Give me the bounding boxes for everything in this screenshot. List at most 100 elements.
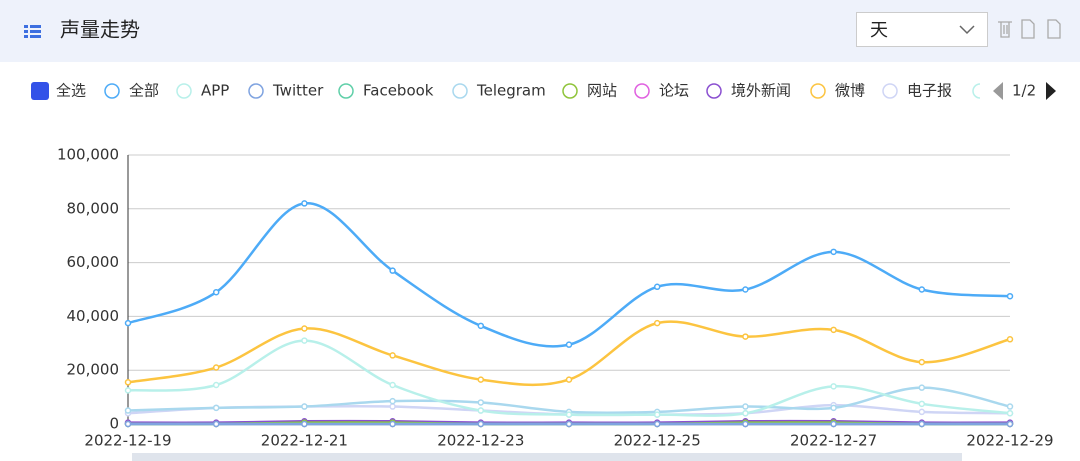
y-tick-label: 60,000 xyxy=(67,253,120,271)
export-doc-icon[interactable] xyxy=(1047,19,1061,39)
legend-label[interactable]: Twitter xyxy=(272,82,324,100)
legend-partial-item xyxy=(972,83,981,99)
point xyxy=(124,379,132,386)
point xyxy=(918,408,926,416)
point xyxy=(124,420,132,428)
x-tick-label: 2022-12-29 xyxy=(966,432,1053,450)
point xyxy=(830,383,837,390)
y-tick-label: 20,000 xyxy=(67,361,120,379)
point xyxy=(565,420,573,428)
legend-next[interactable] xyxy=(1046,82,1056,100)
point xyxy=(477,420,485,428)
point xyxy=(389,352,396,359)
legend-marker[interactable] xyxy=(104,83,120,99)
series xyxy=(124,384,1014,416)
legend-label[interactable]: APP xyxy=(201,82,229,100)
scrollbar[interactable] xyxy=(132,453,962,461)
point xyxy=(477,322,485,330)
point xyxy=(830,326,837,334)
y-tick-label: 40,000 xyxy=(67,307,120,325)
point xyxy=(212,288,220,296)
point xyxy=(918,400,926,408)
series xyxy=(124,319,1014,387)
legend-marker[interactable] xyxy=(882,83,898,99)
legend-marker[interactable] xyxy=(810,83,826,99)
legend-label[interactable]: 论坛 xyxy=(659,82,689,100)
point xyxy=(742,333,749,340)
point xyxy=(301,403,308,410)
point xyxy=(301,325,308,332)
x-tick-label: 2022-12-21 xyxy=(261,432,348,450)
point xyxy=(653,411,661,418)
export-image-icon[interactable] xyxy=(1021,19,1035,39)
point xyxy=(212,381,220,389)
point xyxy=(1006,336,1014,343)
point xyxy=(389,381,396,389)
legend-marker[interactable] xyxy=(634,83,650,99)
series xyxy=(124,200,1014,348)
point xyxy=(477,376,485,383)
point xyxy=(124,407,132,414)
point xyxy=(653,319,661,327)
legend-label[interactable]: 全部 xyxy=(129,82,159,100)
point xyxy=(565,411,573,418)
select-all-box[interactable] xyxy=(31,82,49,100)
line xyxy=(127,320,1011,387)
series xyxy=(124,337,1014,418)
point xyxy=(742,420,749,428)
legend-marker[interactable] xyxy=(176,83,192,99)
legend-label[interactable]: 网站 xyxy=(587,82,617,100)
point xyxy=(477,407,485,414)
granularity-select[interactable] xyxy=(856,12,988,47)
legend-label[interactable]: 电子报 xyxy=(907,82,952,100)
legend-marker[interactable] xyxy=(338,83,354,99)
point xyxy=(565,341,573,348)
legend-marker[interactable] xyxy=(248,83,264,99)
line xyxy=(127,202,1011,348)
point xyxy=(1006,292,1014,300)
point xyxy=(301,337,308,344)
point xyxy=(918,384,926,391)
legend-marker[interactable] xyxy=(452,83,468,99)
point xyxy=(301,420,308,428)
point xyxy=(653,420,661,428)
y-tick-label: 0 xyxy=(109,415,119,433)
point xyxy=(1006,409,1014,417)
point xyxy=(830,404,837,412)
x-tick-label: 2022-12-19 xyxy=(84,432,171,450)
point xyxy=(653,283,661,291)
point xyxy=(124,319,132,327)
point xyxy=(742,403,749,410)
point xyxy=(1006,403,1014,410)
legend-label[interactable]: 境外新闻 xyxy=(731,82,791,100)
point xyxy=(742,286,749,293)
point xyxy=(830,248,837,256)
point xyxy=(918,358,926,366)
legend-label[interactable]: Facebook xyxy=(363,82,434,100)
legend-marker[interactable] xyxy=(706,83,722,99)
delete-icon[interactable] xyxy=(998,21,1012,38)
point xyxy=(389,397,396,405)
legend-page: 1/2 xyxy=(1012,82,1036,100)
select-all-label[interactable]: 全选 xyxy=(56,82,86,100)
y-tick-label: 100,000 xyxy=(57,146,119,164)
legend-label[interactable]: 微博 xyxy=(835,82,865,100)
point xyxy=(918,420,926,428)
point xyxy=(389,403,396,410)
legend-prev[interactable] xyxy=(993,82,1003,100)
point xyxy=(389,267,396,274)
series xyxy=(124,420,1014,428)
legend-label[interactable]: Telegram xyxy=(476,82,546,100)
point xyxy=(1006,420,1014,428)
x-tick-label: 2022-12-27 xyxy=(790,432,877,450)
point xyxy=(124,387,132,394)
legend-marker[interactable] xyxy=(562,83,578,99)
point xyxy=(301,200,308,207)
point xyxy=(918,286,926,293)
point xyxy=(477,399,485,406)
menu-icon xyxy=(24,25,41,38)
point xyxy=(212,420,220,428)
x-tick-label: 2022-12-25 xyxy=(614,432,701,450)
point xyxy=(212,404,220,412)
